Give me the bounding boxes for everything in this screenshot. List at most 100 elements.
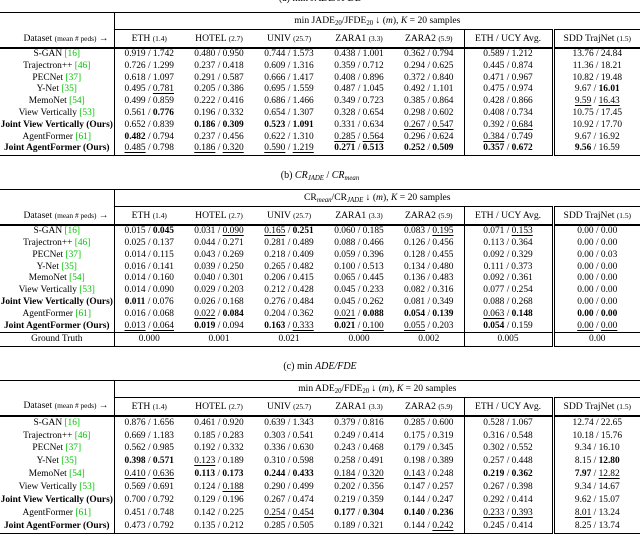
- metric-cell: 0.011 / 0.076: [113, 296, 184, 309]
- method-label: PECNet [37]: [32, 72, 82, 83]
- dataset-header: ZARA1 (3.3): [324, 397, 394, 417]
- dataset-header: ETH / UCY Avg.: [463, 206, 553, 227]
- citation-link[interactable]: [54]: [69, 273, 85, 284]
- metric-cell: 0.129 / 0.196: [194, 495, 244, 506]
- citation-link[interactable]: [53]: [79, 285, 95, 296]
- table-b-caption: (b) CRJADE / CRmean: [280, 170, 360, 183]
- citation-link[interactable]: [61]: [75, 308, 91, 319]
- metric-cell: 0.202 / 0.356: [334, 482, 384, 493]
- dataset-header: ZARA1 (3.3): [324, 29, 394, 49]
- citation-link[interactable]: [35]: [61, 261, 77, 272]
- metric-cell: 10.82 / 19.48: [551, 72, 640, 85]
- ground-truth-label: Ground Truth: [0, 332, 114, 347]
- dataset-header: ETH (1.4): [113, 29, 184, 49]
- metric-cell: 0.281 / 0.489: [264, 237, 314, 248]
- metric-cell: 0.267 / 0.474: [264, 495, 314, 506]
- metric-cell: 0.212 / 0.428: [264, 285, 314, 296]
- metric-cell: 0.165 / 0.251: [264, 226, 314, 237]
- metric-cell: 0.700 / 0.792: [113, 494, 184, 507]
- metric-cell: 0.140 / 0.236: [404, 507, 454, 518]
- metric-cell: 0.316 / 0.548: [463, 429, 553, 443]
- metric-cell: 0.144 / 0.247: [404, 495, 454, 506]
- citation-link[interactable]: [16]: [64, 417, 81, 428]
- metric-cell: 10.18 / 15.76: [551, 429, 640, 443]
- metric-cell: 0.135 / 0.212: [194, 520, 244, 531]
- metric-cell: 0.044 / 0.271: [194, 237, 244, 248]
- metric-cell: 0.276 / 0.484: [264, 296, 314, 307]
- metric-cell: 8.25 / 13.74: [551, 519, 640, 534]
- metric-cell: 0.192 / 0.332: [194, 443, 244, 454]
- metric-cell: 0.040 / 0.301: [194, 273, 244, 284]
- metric-cell: 0.179 / 0.345: [404, 443, 454, 454]
- citation-link[interactable]: [54]: [69, 96, 85, 107]
- metric-cell: 0.302 / 0.552: [463, 442, 553, 456]
- metric-cell: 0.666 / 1.417: [264, 72, 314, 83]
- metric-cell: 0.523 / 1.091: [264, 119, 314, 130]
- metric-cell: 0.186 / 0.309: [194, 119, 244, 130]
- metric-cell: 0.686 / 1.466: [264, 96, 314, 107]
- metric-cell: 0.092 / 0.329: [463, 249, 553, 262]
- metric-cell: 0.495 / 0.781: [113, 84, 184, 97]
- method-row: S-GAN [16] 0.015 / 0.045 0.031 / 0.090 0.16…: [0, 225, 640, 238]
- metric-cell: 9.67 / 16.92: [551, 131, 640, 144]
- metric-cell: 0.00 / 0.00: [551, 237, 640, 250]
- citation-link[interactable]: [16]: [64, 49, 81, 59]
- citation-link[interactable]: [37]: [65, 249, 82, 260]
- metric-cell: 0.438 / 1.001: [334, 49, 384, 59]
- citation-link[interactable]: [37]: [65, 443, 82, 454]
- citation-link[interactable]: [46]: [74, 237, 91, 248]
- metric-cell: 0.561 / 0.776: [113, 107, 184, 120]
- metric-cell: 0.257 / 0.448: [463, 455, 553, 469]
- citation-link[interactable]: [53]: [79, 107, 95, 118]
- metric-cell: 8.15 / 12.80: [551, 455, 640, 469]
- metric-cell: 0.126 / 0.456: [404, 237, 454, 248]
- citation-link[interactable]: [37]: [65, 72, 82, 83]
- method-row: Y-Net [35] 0.398 / 0.571 0.123 / 0.189 0.31…: [0, 455, 640, 469]
- method-label: Joint View Vertically (Ours): [0, 495, 113, 506]
- method-row: Y-Net [35] 0.016 / 0.141 0.039 / 0.250 0.26…: [0, 261, 640, 274]
- dataset-header: UNIV (25.7): [254, 397, 324, 417]
- table-a-caption: (a) min JADE/JFDE: [0, 0, 640, 4]
- dataset-header: ZARA2 (5.9): [394, 397, 464, 417]
- metric-cell: 0.128 / 0.455: [404, 249, 454, 260]
- citation-link[interactable]: [35]: [61, 84, 77, 95]
- results-table-min-ade-fde: min ADE20/FDE20 ↓ (m), K = 20 samples Dat…: [0, 379, 640, 534]
- metric-cell: 0.00 / 0.00: [551, 308, 640, 321]
- metric-cell: 0.092 / 0.361: [463, 273, 553, 286]
- dataset-header: ZARA2 (5.9): [394, 206, 464, 227]
- citation-link[interactable]: [46]: [74, 430, 91, 441]
- ground-truth-cell: 0.021: [254, 332, 324, 347]
- metric-cell: 0.206 / 0.415: [264, 273, 314, 284]
- citation-link[interactable]: [53]: [79, 482, 95, 493]
- metric-cell: 0.695 / 1.559: [264, 84, 314, 95]
- method-row: Joint AgentFormer (Ours) 0.013 / 0.064 0.0…: [0, 320, 640, 333]
- ground-truth-cell: 0.000: [113, 332, 184, 347]
- results-table-min-jade-jfde: min JADE20/JFDE20 ↓ (m), K = 20 samples D…: [0, 12, 640, 157]
- metric-cell: 0.016 / 0.141: [113, 261, 184, 274]
- metric-cell: 0.492 / 1.101: [404, 84, 454, 95]
- citation-link[interactable]: [46]: [74, 60, 91, 71]
- table-c-caption: (c) min ADE/FDE: [283, 360, 357, 372]
- metric-cell: 0.244 / 0.433: [264, 469, 314, 480]
- metric-cell: 0.562 / 0.985: [113, 442, 184, 456]
- dataset-header: ETH / UCY Avg.: [463, 397, 553, 417]
- metric-cell: 0.379 / 0.816: [334, 417, 384, 428]
- metric-cell: 0.00 / 0.00: [551, 285, 640, 297]
- metric-cell: 0.362 / 0.794: [404, 49, 454, 59]
- metric-cell: 0.045 / 0.233: [334, 285, 384, 296]
- metric-cell: 0.144 / 0.242: [404, 520, 454, 531]
- method-row: Trajectron++ [46] 0.669 / 1.183 0.185 / 0.…: [0, 429, 640, 443]
- metric-cell: 0.088 / 0.268: [463, 296, 553, 309]
- citation-link[interactable]: [61]: [75, 507, 91, 518]
- citation-link[interactable]: [54]: [69, 469, 85, 480]
- metric-cell: 0.336 / 0.630: [264, 443, 314, 454]
- method-label: Y-Net [35]: [36, 84, 77, 95]
- method-row: Joint AgentFormer (Ours) 0.485 / 0.798 0.1…: [0, 143, 640, 156]
- metric-cell: 0.088 / 0.466: [334, 237, 384, 248]
- dataset-header: SDD TrajNet (1.5): [551, 397, 640, 417]
- citation-link[interactable]: [35]: [61, 456, 77, 467]
- citation-link[interactable]: [16]: [64, 226, 81, 237]
- citation-link[interactable]: [61]: [75, 131, 91, 142]
- metric-cell: 10.92 / 17.70: [551, 119, 640, 132]
- metric-cell: 0.428 / 0.866: [463, 96, 553, 108]
